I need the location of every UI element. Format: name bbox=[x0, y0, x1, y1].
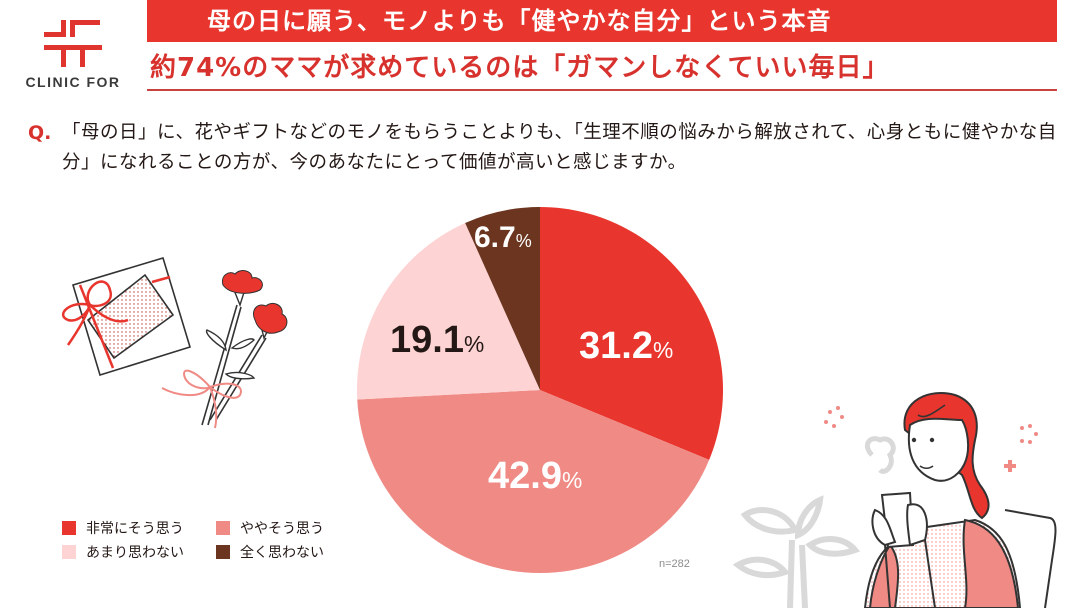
question-text: 「母の日」に、花やギフトなどのモノをもらうことよりも、「生理不順の悩みから解放さ… bbox=[62, 122, 1057, 173]
brand-logo: CLINIC FOR bbox=[18, 18, 128, 98]
chair-icon bbox=[1004, 509, 1057, 608]
pie-chart-graphic bbox=[357, 207, 723, 573]
pie-slice-not-at-all bbox=[465, 207, 540, 390]
pie-chart: 31.2% 42.9% 19.1% 6.7% bbox=[357, 207, 723, 573]
pie-slice-not-much bbox=[357, 223, 540, 400]
woman-drinking-tea-illustration bbox=[732, 392, 1057, 608]
gift-and-carnations-illustration bbox=[61, 257, 288, 429]
legend-item-very-much: 非常にそう思う bbox=[62, 518, 184, 540]
question-mark-label: Q. bbox=[28, 122, 52, 144]
ribbon-bow-icon bbox=[161, 369, 242, 429]
legend-swatch bbox=[216, 545, 230, 559]
slice-label-not-much: 19.1% bbox=[390, 319, 485, 361]
cross-logo-icon bbox=[44, 20, 102, 67]
slice-label-not-at-all: 6.7% bbox=[474, 221, 532, 254]
slice-label-very-much: 31.2% bbox=[579, 325, 674, 367]
pie-slice-somewhat bbox=[357, 390, 710, 573]
carnation-flowers-icon bbox=[201, 270, 288, 426]
legend-item-not-much: あまり思わない bbox=[62, 542, 184, 564]
steam-icon bbox=[865, 436, 896, 474]
brand-name: CLINIC FOR bbox=[25, 74, 121, 90]
legend-swatch bbox=[216, 521, 230, 535]
legend-item-somewhat: ややそう思う bbox=[216, 518, 324, 540]
sample-size: n=282 bbox=[659, 558, 690, 570]
legend-item-not-at-all: 全く思わない bbox=[216, 542, 324, 564]
legend-swatch bbox=[62, 545, 76, 559]
page-subtitle: 約74%のママが求めているのは「ガマンしなくていい毎日」 bbox=[150, 53, 890, 83]
sparkle-icon bbox=[824, 406, 1038, 472]
plant-icon bbox=[732, 495, 861, 608]
page-title: 母の日に願う、モノよりも「健やかな自分」という本音 bbox=[147, 0, 1057, 42]
subtitle-divider bbox=[147, 89, 1057, 91]
legend-swatch bbox=[62, 521, 76, 535]
slice-label-somewhat: 42.9% bbox=[488, 455, 583, 497]
pie-slice-very-much bbox=[540, 207, 723, 460]
gift-box-icon bbox=[61, 257, 191, 377]
